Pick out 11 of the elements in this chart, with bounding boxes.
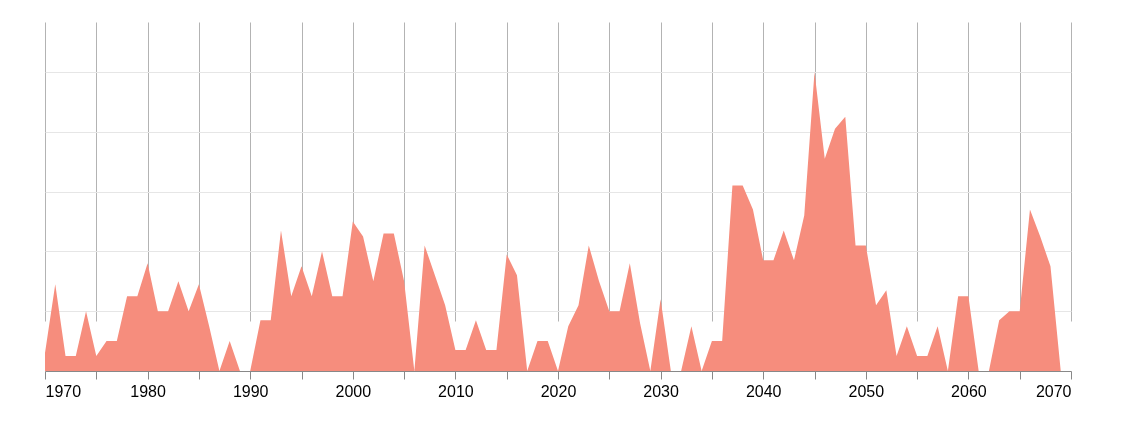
x-tick-label: 1990 xyxy=(232,382,269,400)
x-tick-label: 2030 xyxy=(643,382,679,400)
x-tick-label: 2070 xyxy=(1035,382,1072,400)
x-tick-label: 1970 xyxy=(45,382,82,400)
x-tick-label: 2060 xyxy=(951,382,987,400)
x-tick-label: 2050 xyxy=(848,382,885,400)
x-tick-label: 2040 xyxy=(745,382,782,400)
x-tick-label: 2020 xyxy=(540,382,577,400)
x-tick-label: 2010 xyxy=(438,382,474,400)
x-tick-label: 1980 xyxy=(130,382,166,400)
x-tick-label: 2000 xyxy=(335,382,372,400)
